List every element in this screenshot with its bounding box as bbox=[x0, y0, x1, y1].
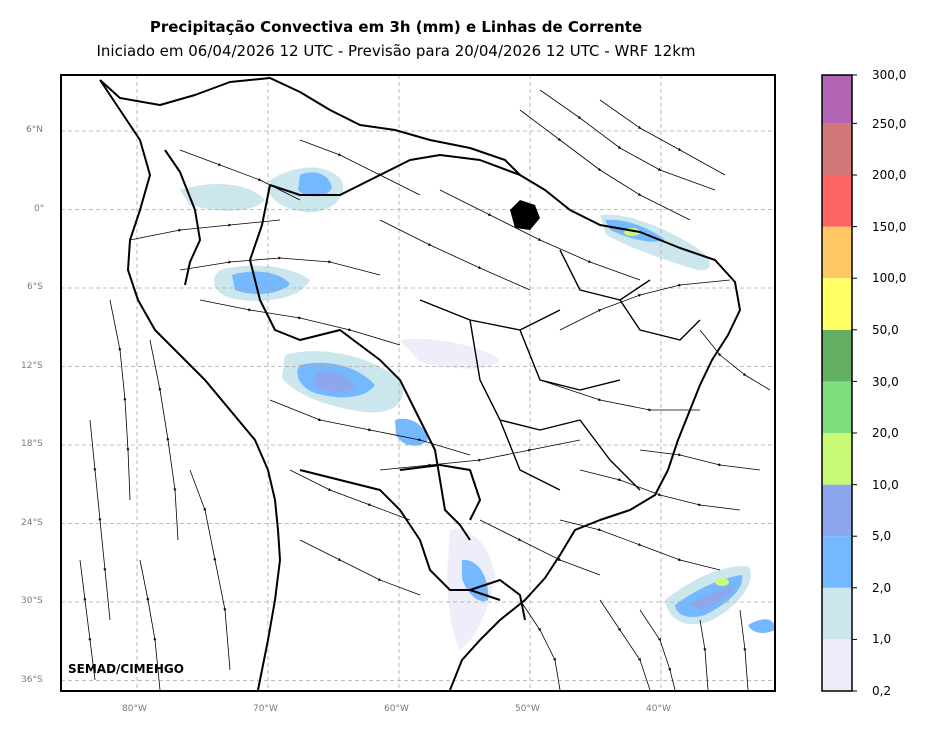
colorbar-bin-4 bbox=[822, 433, 852, 485]
lat-label: 24°S bbox=[21, 518, 43, 528]
colorbar-label: 100,0 bbox=[872, 271, 907, 285]
country-borders bbox=[99, 77, 741, 691]
lat-label: 6°N bbox=[26, 125, 43, 135]
paraguay-border bbox=[399, 464, 481, 521]
pacific-coast-north bbox=[164, 149, 201, 286]
marajo-island bbox=[510, 200, 540, 230]
streamlines bbox=[79, 89, 771, 691]
argentina-border bbox=[299, 469, 501, 601]
rain-patch-amazon-north-core bbox=[298, 172, 332, 197]
rain-patch-far-southeast bbox=[748, 619, 775, 633]
colorbar-label: 50,0 bbox=[872, 323, 899, 337]
colorbar-bin-10 bbox=[822, 123, 852, 175]
colorbar-bin-1 bbox=[822, 587, 852, 640]
lat-label: 12°S bbox=[21, 361, 43, 371]
lat-label: 18°S bbox=[21, 439, 43, 449]
precipitation-field bbox=[180, 167, 775, 650]
colorbar-label: 200,0 bbox=[872, 168, 907, 182]
colorbar-label: 300,0 bbox=[872, 68, 907, 82]
colorbar-bin-0 bbox=[822, 639, 852, 691]
colorbar-bin-2 bbox=[822, 536, 852, 588]
lon-label: 50°W bbox=[515, 704, 540, 714]
colorbar-frame bbox=[821, 74, 853, 692]
lon-label: 60°W bbox=[384, 704, 409, 714]
lon-label: 80°W bbox=[122, 704, 147, 714]
colorbar-bin-8 bbox=[822, 226, 852, 279]
lon-label: 70°W bbox=[253, 704, 278, 714]
lat-label: 0° bbox=[34, 204, 45, 214]
uruguay-border bbox=[469, 579, 526, 621]
colorbar-label: 150,0 bbox=[872, 220, 907, 234]
colorbar-label: 5,0 bbox=[872, 529, 892, 543]
colorbar-bin-7 bbox=[822, 278, 852, 330]
state-borders-brazil bbox=[419, 249, 701, 491]
brazil-border-north bbox=[269, 154, 521, 196]
colorbar-bin-3 bbox=[822, 484, 852, 537]
rain-cell-green-atlantic bbox=[715, 578, 729, 586]
lat-label: 36°S bbox=[21, 675, 43, 685]
colorbar-label: 250,0 bbox=[872, 117, 907, 131]
rain-patch-mato-grosso bbox=[395, 418, 428, 446]
colorbar bbox=[821, 74, 857, 692]
colorbar-label: 2,0 bbox=[872, 581, 892, 595]
map-subtitle: Iniciado em 06/04/2026 12 UTC - Previsão… bbox=[96, 42, 696, 60]
rain-patch-rondonia-inner bbox=[315, 371, 355, 392]
colorbar-label: 30,0 bbox=[872, 375, 899, 389]
brazil-border-west bbox=[249, 184, 471, 541]
colorbar-bin-9 bbox=[822, 175, 852, 227]
map-title: Precipitação Convectiva em 3h (mm) e Lin… bbox=[149, 18, 643, 36]
colorbar-bin-6 bbox=[822, 329, 852, 382]
rain-patch-central bbox=[400, 338, 500, 369]
colorbar-label: 1,0 bbox=[872, 632, 892, 646]
rain-patch-atlantic-inner bbox=[690, 585, 735, 610]
lat-label: 6°S bbox=[27, 282, 43, 292]
colorbar-label: 0,2 bbox=[872, 684, 892, 698]
colorbar-label: 20,0 bbox=[872, 426, 899, 440]
map-frame bbox=[60, 74, 776, 692]
colorbar-bin-5 bbox=[822, 381, 852, 433]
lat-label: 30°S bbox=[21, 596, 43, 606]
south-america-coastline bbox=[99, 77, 741, 691]
colorbar-bin-11 bbox=[822, 75, 852, 124]
colorbar-label: 10,0 bbox=[872, 478, 899, 492]
lon-label: 40°W bbox=[646, 704, 671, 714]
rain-patch-northwest bbox=[180, 184, 265, 211]
credit-label: SEMAD/CIMEHGO bbox=[68, 662, 184, 676]
